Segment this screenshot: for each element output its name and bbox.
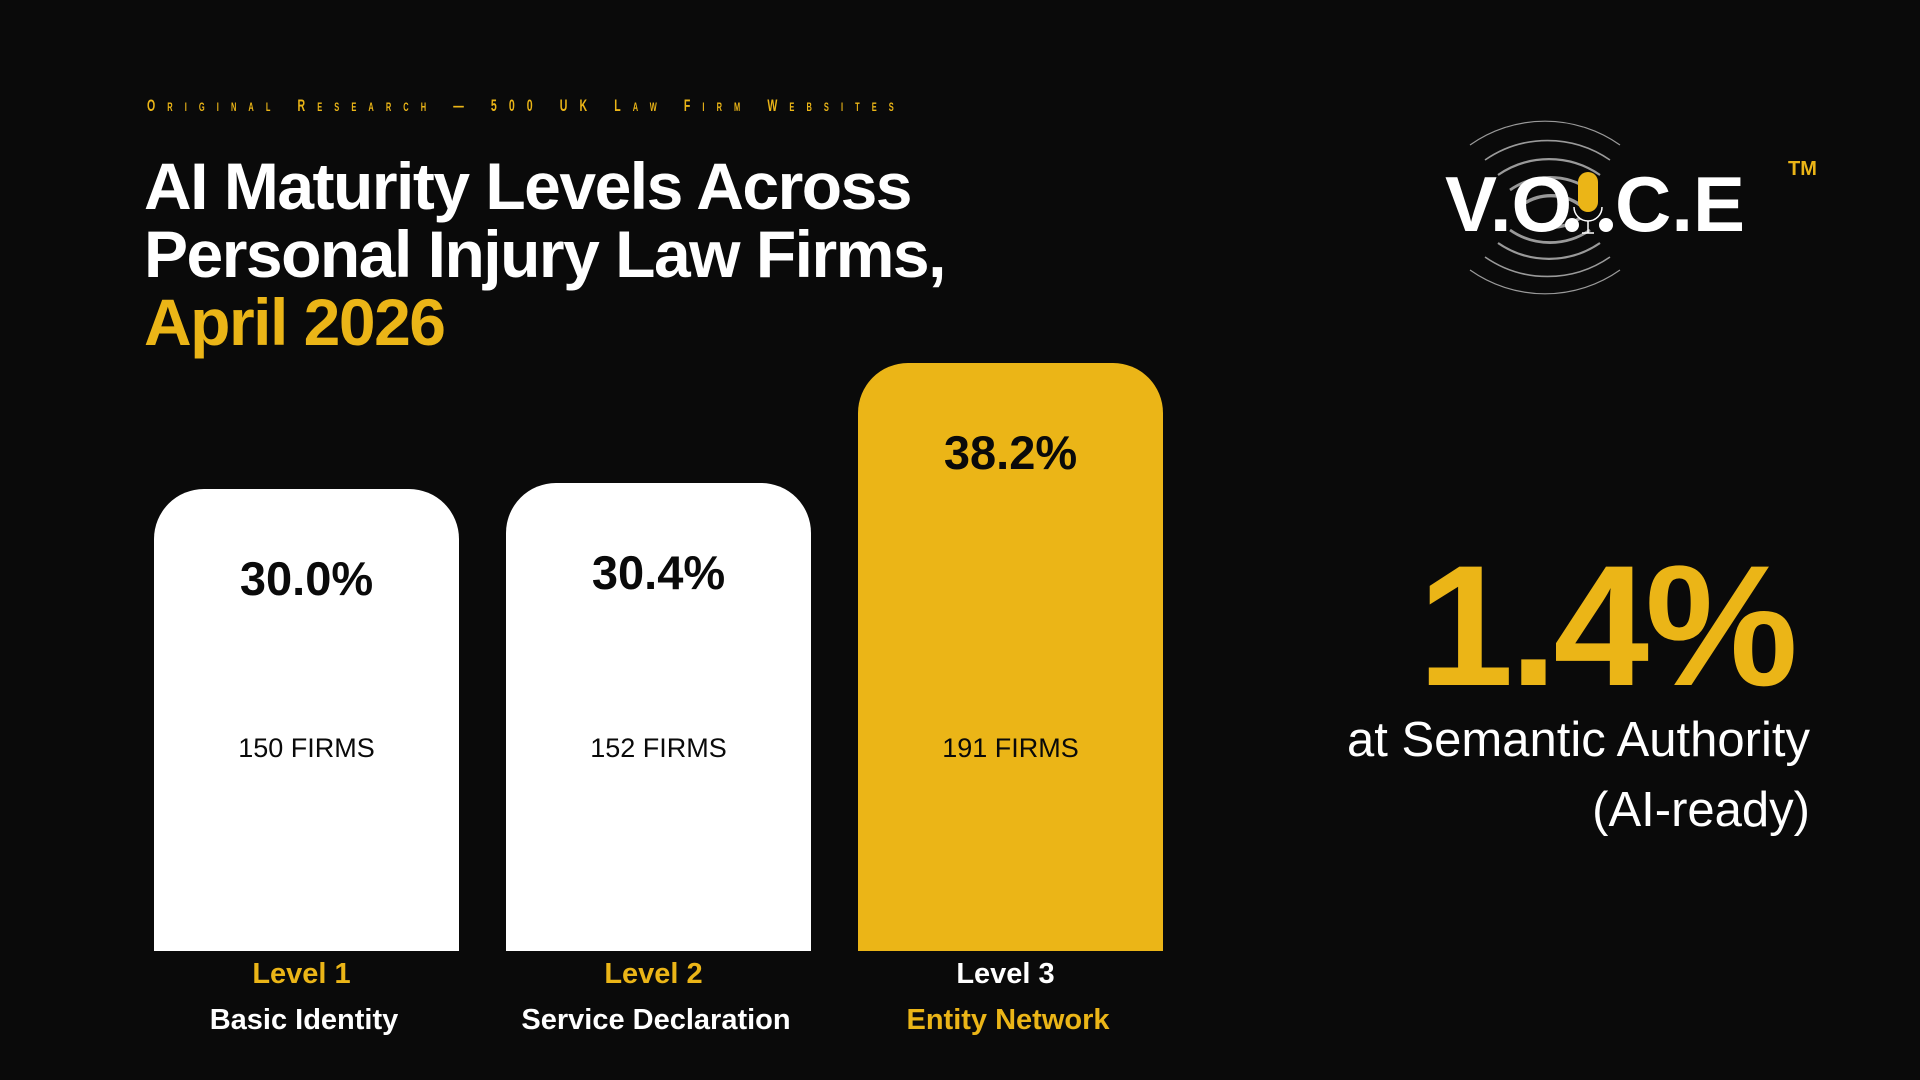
svg-text:V.O: V.O <box>1445 160 1572 248</box>
svg-text:C.E: C.E <box>1615 160 1745 248</box>
category-level-label: Level 2 <box>604 958 703 990</box>
callout-value: 1.4% <box>1417 530 1798 722</box>
bar-firms-label: 191 FIRMS <box>942 732 1079 763</box>
category-level-label: Level 1 <box>252 958 351 990</box>
callout-line-1: at Semantic Authority <box>1346 713 1810 767</box>
callout-line-2: (AI-ready) <box>1592 783 1810 837</box>
svg-text:TM: TM <box>1788 158 1817 180</box>
bar-firms-label: 152 FIRMS <box>590 732 727 763</box>
category-name-label: Entity Network <box>906 1004 1110 1036</box>
title-line-2: Personal Injury Law Firms, <box>144 217 946 291</box>
callout-caption: at Semantic Authority (AI-ready) <box>1347 705 1810 845</box>
bar-value-label: 30.4% <box>591 546 726 600</box>
microphone-icon <box>1573 172 1603 234</box>
category-level-label: Level 3 <box>956 958 1055 990</box>
bar-value-label: 38.2% <box>943 426 1078 480</box>
bar-3: 38.2% 191 FIRMS <box>858 363 1163 951</box>
title-line-1: AI Maturity Levels Across <box>144 149 913 223</box>
page-title: AI Maturity Levels Across Personal Injur… <box>144 149 946 359</box>
bar-2: 30.4% 152 FIRMS <box>506 483 811 951</box>
title-accent: April 2026 <box>144 285 446 359</box>
category-name-label: Service Declaration <box>521 1004 791 1036</box>
eyebrow-text: Original Research — 500 UK Law Firm Webs… <box>147 96 906 115</box>
voice-logo: V.O C.E TM <box>1445 120 1817 295</box>
category-name-label: Basic Identity <box>209 1004 399 1036</box>
bar-value-label: 30.0% <box>239 552 374 606</box>
bar-1: 30.0% 150 FIRMS <box>154 489 459 951</box>
bar-firms-label: 150 FIRMS <box>238 732 375 763</box>
